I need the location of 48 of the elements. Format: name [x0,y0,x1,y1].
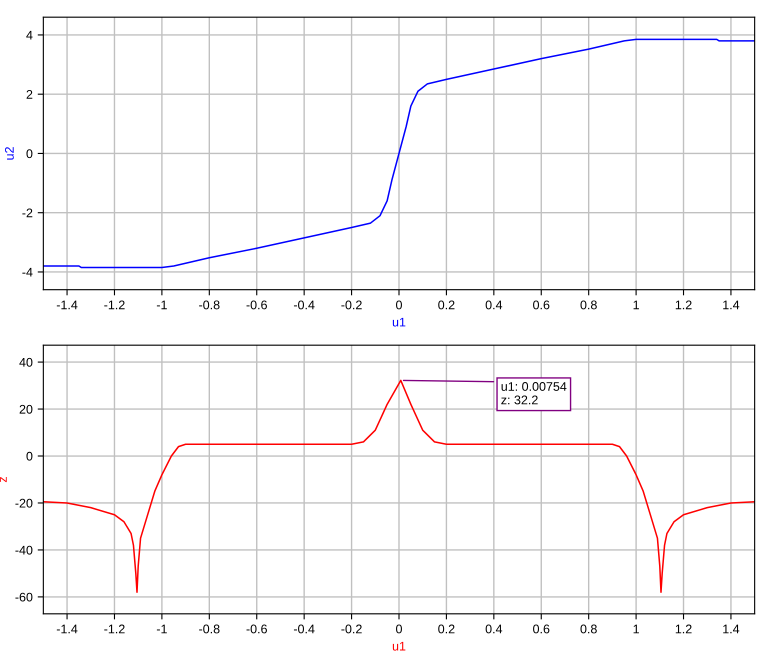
x-axis-title: u1 [392,642,406,651]
x-tick-label: 0.6 [533,624,550,634]
x-tick-label: -0.6 [246,300,267,310]
x-tick-label: 1.4 [723,300,740,310]
y-tick-label: -60 [15,592,32,602]
x-tick-label: 0.2 [438,300,454,310]
x-tick-label: 0.8 [580,300,597,310]
x-tick-label: 1.4 [723,624,740,634]
x-tick-label: -1.4 [56,300,78,310]
x-tick-label: 0.6 [533,300,550,310]
x-tick-label: -0.6 [246,624,267,634]
x-tick-label: 1.2 [676,300,692,310]
y-tick-label: 2 [26,90,32,99]
x-tick-label: 1 [634,300,639,310]
x-tick-label: -1 [156,300,167,310]
y-tick-label: 0 [26,149,32,158]
x-tick-label: -1.4 [56,624,78,634]
line-series [43,38,755,268]
x-tick-label: -1.2 [104,624,125,634]
y-axis-title: z [0,476,7,482]
x-tick-label: 0.8 [580,624,597,634]
y-tick-label: 20 [20,404,32,414]
x-tick-label: -0.4 [294,300,315,310]
x-tick-label: -1.2 [104,300,125,310]
x-tick-label: 0.2 [438,624,454,634]
y-axis-title: u2 [4,147,14,160]
y-tick-label: 40 [19,358,32,367]
y-tick-label: -2 [22,208,32,218]
x-tick-label: 0 [396,624,402,634]
x-tick-label: 0 [396,300,402,310]
x-tick-label: -0.4 [294,624,315,634]
x-axis-title: u1 [392,318,406,327]
annotation: u1: 0.00754 z: 32.2 [501,382,566,404]
y-tick-label: 4 [26,30,33,40]
x-tick-label: -0.2 [341,300,362,310]
y-tick-label: -4 [22,268,33,276]
x-tick-label: -1 [156,624,167,634]
y-tick-label: -40 [15,546,32,555]
y-tick-label: -20 [15,498,32,508]
x-tick-label: 1 [634,624,639,634]
x-tick-label: -0.2 [341,624,362,634]
x-tick-label: 0.4 [486,624,502,634]
y-tick-label: 0 [26,452,32,461]
x-tick-label: 1.2 [676,624,692,634]
x-tick-label: -0.8 [199,624,220,634]
x-tick-label: -0.8 [199,300,220,310]
line-series [43,380,755,593]
x-tick-label: 0.4 [486,300,502,310]
